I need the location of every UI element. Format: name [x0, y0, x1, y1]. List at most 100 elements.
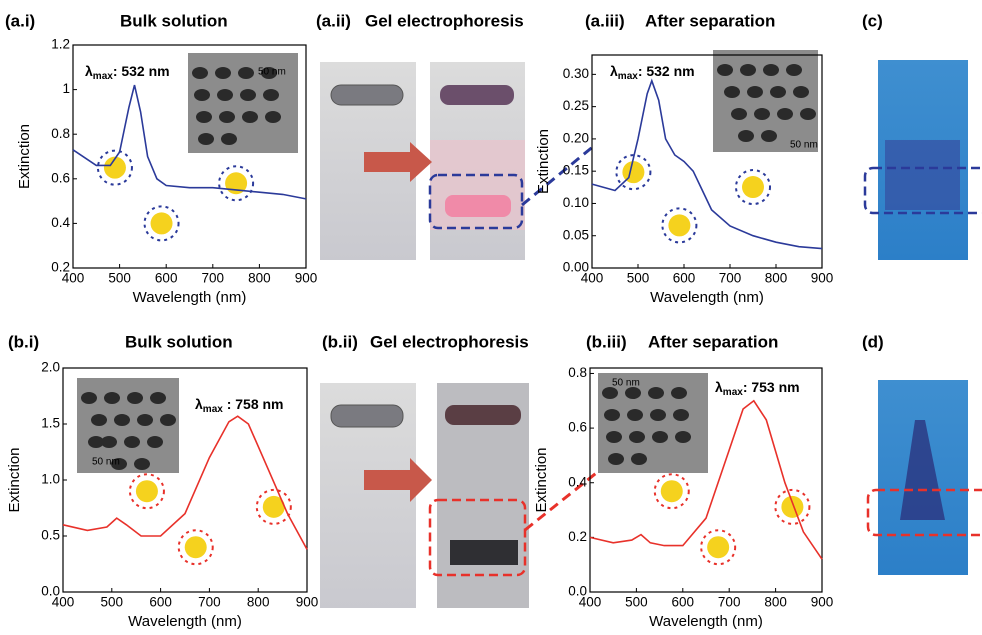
y-tick-label: 1.5 — [41, 416, 60, 431]
x-axis-label: Wavelength (nm) — [650, 289, 764, 306]
y-tick-label: 0.6 — [568, 420, 587, 435]
particle — [793, 86, 809, 98]
lambda-max-label: λmax : 758 nm — [195, 396, 284, 415]
particle — [652, 431, 668, 443]
nanoparticle — [781, 495, 804, 518]
particle — [134, 458, 150, 470]
lambda-subscript: max — [618, 71, 638, 82]
x-tick-label: 900 — [295, 271, 318, 286]
particle — [137, 414, 153, 426]
lambda-symbol: λ — [195, 396, 203, 412]
particle — [786, 64, 802, 76]
antibody-ring — [735, 169, 771, 206]
gel-photos-a — [320, 62, 596, 260]
y-tick-label: 2.0 — [41, 360, 60, 375]
y-tick-label: 0.2 — [568, 529, 587, 544]
chart: (b.i) Bulk solution 50 nm 400 500 600 700 800 90… — [6, 332, 318, 629]
particle — [629, 431, 645, 443]
x-tick-label: 700 — [202, 271, 225, 286]
particle — [192, 67, 208, 79]
x-tick-label: 800 — [764, 595, 787, 610]
nanoparticle — [184, 536, 207, 559]
y-tick-label: 0.2 — [51, 260, 70, 275]
particle — [763, 64, 779, 76]
antibody-ring — [661, 207, 698, 244]
chart: (a.iii) After separation 50 nm 400 500 600 700… — [535, 11, 833, 305]
x-tick-label: 400 — [62, 271, 85, 286]
particle — [160, 414, 176, 426]
x-axis-label: Wavelength (nm) — [133, 289, 247, 306]
particle — [88, 436, 104, 448]
nanoparticle — [742, 176, 764, 199]
x-tick-label: 500 — [625, 595, 648, 610]
particle — [602, 387, 618, 399]
particle — [147, 436, 163, 448]
y-tick-label: 0.05 — [563, 227, 589, 242]
lambda-symbol: λ — [610, 63, 618, 79]
x-tick-label: 900 — [811, 595, 834, 610]
panel-label: (c) — [862, 11, 883, 30]
panel-title: After separation — [645, 11, 775, 30]
lambda-value: : 532 nm — [638, 63, 695, 79]
lambda-value: : 532 nm — [113, 63, 170, 79]
lambda-max-label: λmax: 532 nm — [85, 63, 170, 82]
nanoparticle — [707, 536, 730, 559]
y-tick-label: 0.00 — [563, 260, 589, 275]
x-tick-label: 500 — [101, 595, 124, 610]
panel-label: (d) — [862, 332, 884, 351]
antibody-ring — [255, 488, 292, 525]
panel-label: (b.i) — [8, 332, 39, 351]
y-tick-label: 0.4 — [51, 215, 70, 230]
plot-frame — [591, 54, 823, 269]
particle — [608, 453, 624, 465]
particle — [150, 392, 166, 404]
particle — [671, 387, 687, 399]
particle — [215, 67, 231, 79]
particle — [625, 387, 641, 399]
nanoparticle — [660, 480, 683, 503]
particle — [263, 89, 279, 101]
particle — [717, 64, 733, 76]
y-tick-label: 0.0 — [568, 584, 587, 599]
y-tick-label: 0.5 — [41, 528, 60, 543]
panel-label: (a.ii) — [316, 11, 351, 30]
x-tick-label: 400 — [579, 595, 602, 610]
particle — [217, 89, 233, 101]
particle — [606, 431, 622, 443]
lambda-subscript: max — [723, 387, 743, 398]
y-axis-label: Extinction — [16, 124, 33, 189]
y-tick-label: 0.0 — [41, 584, 60, 599]
y-tick-label: 0.6 — [51, 170, 70, 185]
panel-title: Gel electrophoresis — [370, 332, 529, 351]
lambda-subscript: max — [203, 404, 223, 415]
particle — [265, 111, 281, 123]
scale-bar-label: 50 nm — [790, 140, 818, 151]
nanoparticle — [668, 214, 691, 237]
lambda-value: : 758 nm — [223, 396, 284, 412]
particle — [770, 86, 786, 98]
particle — [673, 409, 689, 421]
particle — [127, 392, 143, 404]
panel-label: (a.iii) — [585, 11, 625, 30]
x-tick-label: 600 — [673, 271, 696, 286]
y-tick-label: 1 — [62, 81, 70, 96]
x-tick-label: 700 — [719, 271, 742, 286]
panel-label: (a.i) — [5, 11, 35, 30]
particle — [219, 111, 235, 123]
particle — [754, 108, 770, 120]
x-axis-label: Wavelength (nm) — [649, 613, 763, 630]
y-tick-label: 0.30 — [563, 66, 589, 81]
particle — [81, 392, 97, 404]
particle — [731, 108, 747, 120]
y-axis-label: Extinction — [535, 129, 552, 194]
x-tick-label: 600 — [155, 271, 178, 286]
nanoparticle — [103, 156, 126, 179]
particle — [198, 133, 214, 145]
x-tick-label: 800 — [247, 595, 270, 610]
panel-title: Bulk solution — [120, 11, 228, 30]
y-tick-label: 0.25 — [563, 98, 589, 113]
particle — [111, 458, 127, 470]
particle — [648, 387, 664, 399]
x-tick-label: 700 — [718, 595, 741, 610]
